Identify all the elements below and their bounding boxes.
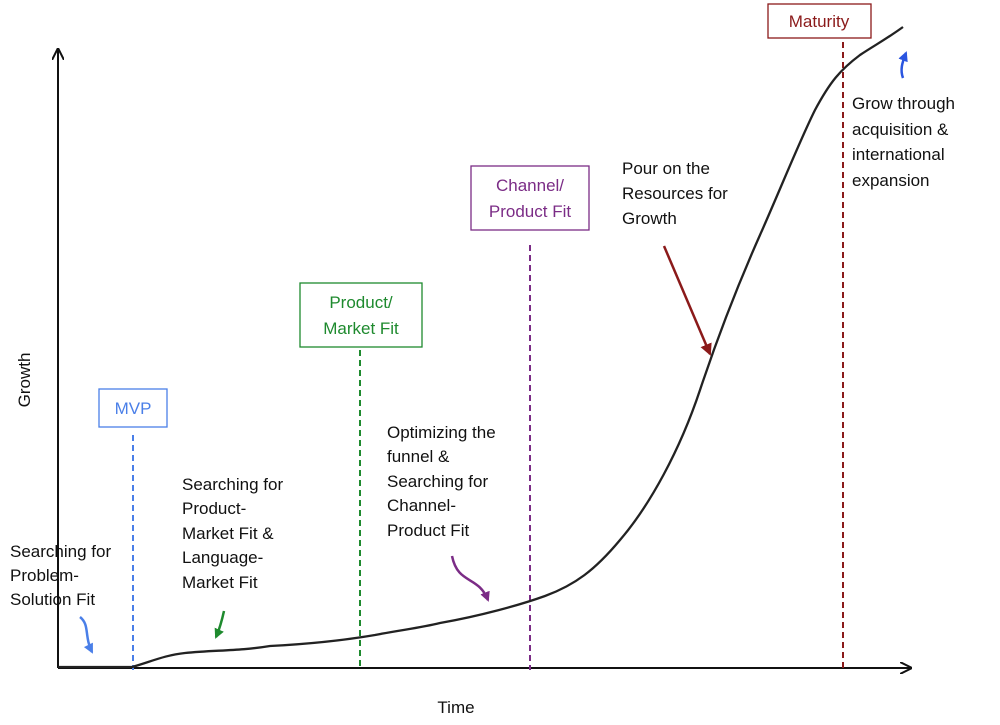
- arrow-problem-solution-icon: [79, 616, 94, 654]
- annotation-optimizing-line1: Optimizing the: [387, 423, 496, 442]
- annotation-problem-solution-line1: Searching for: [10, 542, 111, 561]
- annotation-product-market-line5: Market Fit: [182, 573, 258, 592]
- annotation-product-market-line4: Language-: [182, 548, 263, 567]
- product-market-fit-stage-label-line1: Product/: [329, 293, 393, 312]
- annotation-optimizing: Optimizing the funnel & Searching for Ch…: [387, 423, 496, 540]
- annotation-acquisition-line4: expansion: [852, 171, 930, 190]
- annotation-resources-line3: Growth: [622, 209, 677, 228]
- channel-product-fit-stage-box: Channel/ Product Fit: [470, 165, 590, 231]
- annotation-acquisition-line2: acquisition &: [852, 120, 949, 139]
- annotation-optimizing-line2: funnel &: [387, 447, 450, 466]
- annotation-optimizing-line5: Product Fit: [387, 521, 469, 540]
- mvp-stage-box: MVP: [98, 388, 168, 428]
- annotation-problem-solution-line3: Solution Fit: [10, 590, 95, 609]
- annotation-acquisition-line3: international: [852, 145, 945, 164]
- annotation-product-market: Searching for Product- Market Fit & Lang…: [182, 475, 283, 592]
- annotation-resources-line1: Pour on the: [622, 159, 710, 178]
- annotation-resources: Pour on the Resources for Growth: [622, 159, 728, 228]
- annotation-problem-solution: Searching for Problem- Solution Fit: [10, 542, 111, 609]
- annotation-product-market-line3: Market Fit &: [182, 524, 274, 543]
- maturity-stage-label: Maturity: [789, 12, 850, 31]
- maturity-stage-box: Maturity: [767, 3, 872, 39]
- annotation-product-market-line1: Searching for: [182, 475, 283, 494]
- x-axis-label: Time: [437, 698, 474, 717]
- annotation-problem-solution-line2: Problem-: [10, 566, 79, 585]
- channel-product-fit-stage-label-line1: Channel/: [496, 176, 564, 195]
- arrow-resources-icon: [662, 245, 712, 356]
- annotation-acquisition-line1: Grow through: [852, 94, 955, 113]
- channel-product-fit-stage-label-line2: Product Fit: [489, 202, 571, 221]
- product-market-fit-stage-box: Product/ Market Fit: [299, 282, 423, 348]
- annotation-optimizing-line3: Searching for: [387, 472, 488, 491]
- arrow-acquisition-icon: [898, 51, 908, 79]
- annotation-acquisition: Grow through acquisition & international…: [852, 94, 955, 190]
- annotation-product-market-line2: Product-: [182, 499, 246, 518]
- growth-curve: [58, 26, 904, 669]
- product-market-fit-stage-label-line2: Market Fit: [323, 319, 399, 338]
- mvp-stage-label: MVP: [115, 399, 152, 418]
- annotation-optimizing-line4: Channel-: [387, 496, 456, 515]
- annotation-resources-line2: Resources for: [622, 184, 728, 203]
- arrow-optimizing-icon: [450, 555, 490, 602]
- y-axis-label: Growth: [15, 353, 34, 408]
- arrow-product-market-icon: [214, 610, 226, 639]
